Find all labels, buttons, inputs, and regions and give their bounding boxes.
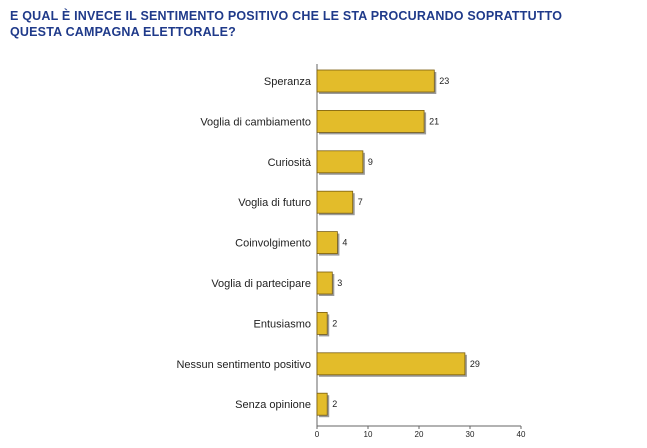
value-label: 2: [332, 399, 337, 409]
category-label: Curiosità: [268, 157, 312, 169]
x-tick-label: 40: [517, 430, 526, 439]
value-label: 2: [332, 318, 337, 328]
x-tick-label: 30: [466, 430, 475, 439]
bar: [316, 110, 425, 133]
category-label: Senza opinione: [235, 399, 311, 411]
category-label: Voglia di partecipare: [211, 278, 311, 290]
bar: [316, 190, 354, 214]
value-label: 3: [337, 278, 342, 288]
category-label: Coinvolgimento: [235, 238, 311, 250]
value-label: 23: [439, 76, 449, 86]
value-label: 4: [342, 238, 347, 248]
bar: [316, 69, 435, 93]
bar: [316, 392, 328, 416]
x-tick-label: 20: [415, 430, 424, 439]
x-tick-label: 0: [315, 430, 320, 439]
x-tick-label: 10: [364, 430, 373, 439]
bar: [316, 231, 338, 255]
chart-title-line-1: E QUAL È INVECE IL SENTIMENTO POSITIVO C…: [10, 9, 563, 23]
category-label: Entusiasmo: [254, 318, 311, 330]
bar: [316, 311, 328, 335]
value-label: 7: [358, 197, 363, 207]
category-label: Voglia di cambiamento: [200, 116, 311, 128]
category-label: Speranza: [264, 76, 312, 88]
value-label: 29: [470, 359, 480, 369]
category-label: Voglia di futuro: [238, 197, 311, 209]
chart-title: E QUAL È INVECE IL SENTIMENTO POSITIVO C…: [10, 8, 640, 40]
bar: [316, 150, 364, 174]
value-label: 9: [368, 157, 373, 167]
chart-title-line-2: QUESTA CAMPAGNA ELETTORALE?: [10, 25, 236, 39]
bar: [316, 352, 466, 376]
value-label: 21: [429, 116, 439, 126]
bar: [316, 271, 333, 295]
category-label: Nessun sentimento positivo: [176, 359, 311, 371]
